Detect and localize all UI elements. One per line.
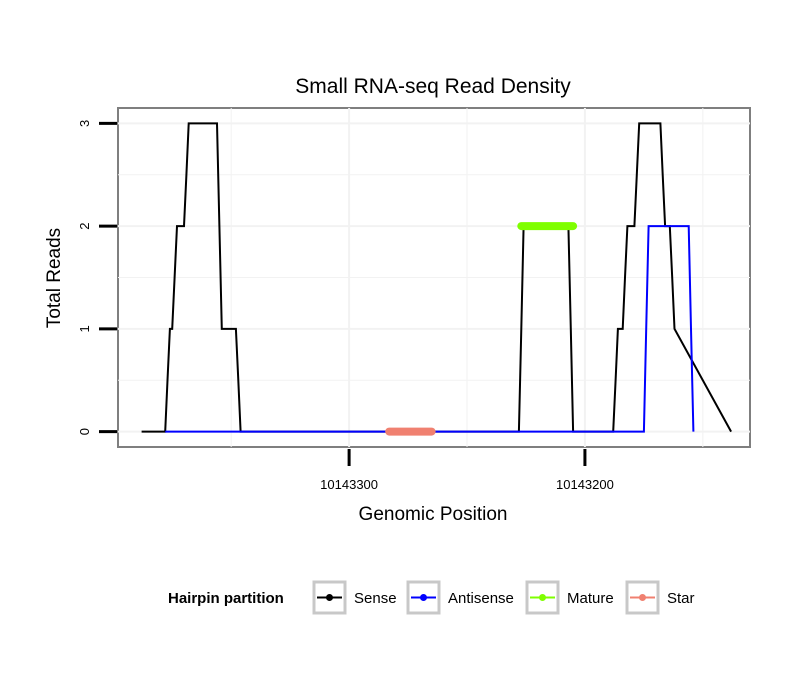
y-tick-label: 3 (77, 120, 92, 127)
y-tick-label: 2 (77, 222, 92, 229)
y-tick-label: 1 (77, 325, 92, 332)
legend: Hairpin partition Sense Antisense Mature St… (168, 580, 695, 615)
y-tick-label: 0 (77, 428, 92, 435)
legend-title: Hairpin partition (168, 590, 284, 607)
legend-key-dot (539, 594, 546, 601)
chart-title: Small RNA-seq Read Density (295, 75, 571, 98)
x-tick-label: 10143300 (320, 477, 378, 492)
legend-items: Sense Antisense Mature Star (312, 580, 695, 615)
axes-layer: 0 1 2 3 10143300 10143200 (77, 120, 614, 492)
legend-key-dot (326, 594, 333, 601)
legend-key-dot (639, 594, 646, 601)
series-layer (141, 122, 732, 436)
legend-label: Antisense (448, 590, 514, 607)
legend-key-dot (420, 594, 427, 601)
x-axis-label: Genomic Position (359, 504, 508, 525)
x-tick-label: 10143200 (556, 477, 614, 492)
legend-label: Sense (354, 590, 397, 607)
series-line-antisense (165, 225, 695, 433)
y-axis-label: Total Reads (44, 228, 65, 328)
legend-label: Mature (567, 590, 614, 607)
legend-label: Star (667, 590, 695, 607)
